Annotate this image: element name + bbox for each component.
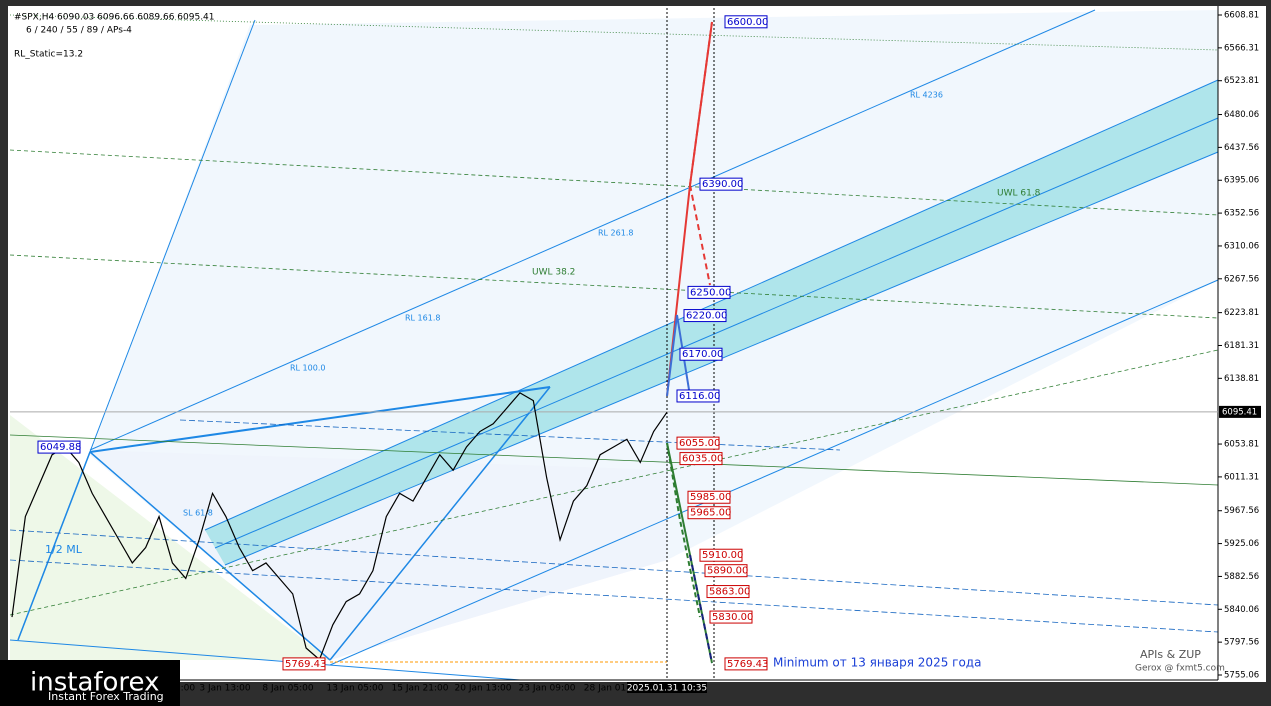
- projections: [666, 21, 713, 664]
- logo-tagline: Instant Forex Trading: [48, 690, 164, 703]
- y-tick-label: 6053.81: [1224, 440, 1259, 450]
- level-box: [687, 490, 731, 504]
- x-tick-label: 3 Jan 13:00: [199, 684, 251, 694]
- y-tick-label: 5925.06: [1224, 539, 1259, 549]
- y-tick-label: 6138.81: [1224, 374, 1259, 384]
- level-label: 6390.00: [702, 179, 743, 190]
- level-box: [679, 452, 723, 466]
- annotation: APIs & ZUP: [1140, 648, 1201, 661]
- level-box: [683, 309, 727, 323]
- level-label: 6035.00: [682, 454, 723, 465]
- level-label: 6116.00: [679, 391, 720, 402]
- annotation: RL 261.8: [598, 229, 633, 238]
- annotation: UWL 38.2: [532, 268, 575, 278]
- level-label: 5910.00: [702, 550, 743, 561]
- y-tick-label: 5967.56: [1224, 506, 1259, 516]
- y-tick-label: 6011.31: [1224, 472, 1259, 482]
- level-box: [724, 657, 768, 671]
- level-box: [687, 285, 731, 299]
- level-box: [37, 440, 81, 454]
- level-box: [282, 657, 326, 671]
- indicator: RL_Static=13.2: [14, 50, 83, 60]
- price-axis: [1218, 6, 1266, 682]
- logo: instaforex: [30, 668, 159, 698]
- subtitle: 6 / 240 / 55 / 89 / APs-4: [26, 26, 132, 36]
- annotation: Minimum от 13 января 2025 года: [773, 656, 981, 670]
- annotation: 1/2 ML: [45, 543, 83, 556]
- level-label: 6600.00: [727, 17, 768, 28]
- level-label: 5863.00: [709, 587, 750, 598]
- y-tick-label: 6267.56: [1224, 274, 1259, 284]
- level-label: 6049.88: [40, 442, 81, 453]
- blue-dashed: [9, 419, 1219, 633]
- y-tick-label: 6181.31: [1224, 341, 1259, 351]
- level-box: [706, 585, 750, 599]
- y-tick-label: 6523.81: [1224, 76, 1259, 86]
- level-box: [687, 506, 731, 520]
- level-label: 6220.00: [686, 311, 727, 322]
- level-box: [709, 610, 753, 624]
- y-tick-label: 6480.06: [1224, 110, 1259, 120]
- x-tick-label: 8:00: [175, 684, 195, 694]
- level-label: 5965.00: [690, 508, 731, 519]
- y-tick-label: 5797.56: [1224, 638, 1259, 648]
- channel-lines: [9, 9, 1219, 681]
- annotation: UWL 61.8: [997, 189, 1041, 199]
- x-tick-label: 13 Jan 05:00: [327, 684, 384, 694]
- annotation: RL 4236: [910, 91, 943, 100]
- logo-box: [0, 660, 180, 706]
- y-tick-label: 6608.81: [1224, 11, 1259, 21]
- level-label: 6170.00: [682, 349, 723, 360]
- annotation: SL 61.8: [183, 509, 213, 518]
- annotation: Gerox @ fxmt5.com: [1135, 664, 1225, 674]
- level-label: 6055.00: [679, 438, 720, 449]
- level-box: [699, 548, 743, 562]
- level-box: [676, 389, 720, 403]
- x-tick-label: 20 Jan 13:00: [455, 684, 512, 694]
- x-tick-label: 28 Jan 01: [584, 684, 627, 694]
- y-tick-label: 6310.06: [1224, 241, 1259, 251]
- x-tick-label: 8 Jan 05:00: [262, 684, 314, 694]
- zone-green: [10, 415, 330, 660]
- level-box: [724, 15, 768, 29]
- level-label: 6250.00: [690, 287, 731, 298]
- level-box: [679, 347, 723, 361]
- level-label: 5985.00: [690, 492, 731, 503]
- y-tick-label: 5882.56: [1224, 572, 1259, 582]
- y-tick-label: 5755.06: [1224, 671, 1259, 681]
- time-box: [627, 682, 707, 693]
- level-label: 5769.43: [727, 659, 768, 670]
- level-label: 5769.43: [285, 659, 326, 670]
- level-box: [699, 177, 743, 191]
- annotation: RL 100.0: [290, 364, 325, 373]
- x-tick-label: 15 Jan 21:00: [392, 684, 449, 694]
- annotation: RL 161.8: [405, 314, 440, 323]
- level-label: 5830.00: [712, 612, 753, 623]
- price-line: [11, 392, 668, 661]
- y-tick-label: 6566.31: [1224, 43, 1259, 53]
- y-tick-label: 6223.81: [1224, 308, 1259, 318]
- y-tick-label: 5840.06: [1224, 605, 1259, 615]
- green-lines: [9, 14, 1219, 616]
- y-tick-label: 6437.56: [1224, 143, 1259, 153]
- level-box: [704, 564, 748, 578]
- level-box: [676, 436, 720, 450]
- y-tick-label: 6352.56: [1224, 209, 1259, 219]
- level-label: 5890.00: [707, 566, 748, 577]
- y-tick-label: 6395.06: [1224, 176, 1259, 186]
- last-price: 6095.41: [1222, 407, 1257, 417]
- x-tick-label: 2025.01.31 10:35: [627, 684, 707, 694]
- last-price-box: [1219, 405, 1261, 418]
- x-tick-label: 23 Jan 09:00: [519, 684, 576, 694]
- chart-title: #SPX,H4 6090.03 6096.66 6089.66 6095.41: [14, 13, 215, 23]
